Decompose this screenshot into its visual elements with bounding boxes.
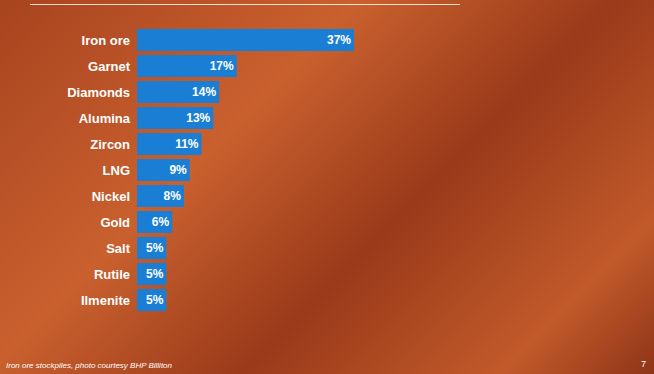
svg-text:Alumina: Alumina	[79, 111, 131, 126]
svg-text:13%: 13%	[186, 111, 210, 125]
svg-text:7: 7	[641, 359, 646, 369]
svg-text:Iron ore: Iron ore	[82, 33, 130, 48]
svg-text:9%: 9%	[169, 163, 187, 177]
svg-text:5%: 5%	[146, 267, 164, 281]
svg-text:Salt: Salt	[106, 241, 131, 256]
svg-text:17%: 17%	[210, 59, 234, 73]
svg-text:Diamonds: Diamonds	[67, 85, 130, 100]
svg-text:Garnet: Garnet	[88, 59, 131, 74]
svg-text:11%: 11%	[175, 137, 199, 151]
svg-text:Nickel: Nickel	[92, 189, 130, 204]
svg-text:14%: 14%	[192, 85, 216, 99]
svg-text:37%: 37%	[327, 33, 351, 47]
svg-text:5%: 5%	[146, 241, 164, 255]
svg-text:Iron ore stockpiles, photo cou: Iron ore stockpiles, photo courtesy BHP …	[6, 361, 173, 370]
svg-text:LNG: LNG	[103, 163, 130, 178]
svg-text:6%: 6%	[152, 215, 170, 229]
svg-text:Ilmenite: Ilmenite	[81, 293, 130, 308]
svg-text:Zircon: Zircon	[90, 137, 130, 152]
svg-text:8%: 8%	[164, 189, 182, 203]
svg-text:Gold: Gold	[100, 215, 130, 230]
svg-text:5%: 5%	[146, 293, 164, 307]
svg-text:Rutile: Rutile	[94, 267, 130, 282]
